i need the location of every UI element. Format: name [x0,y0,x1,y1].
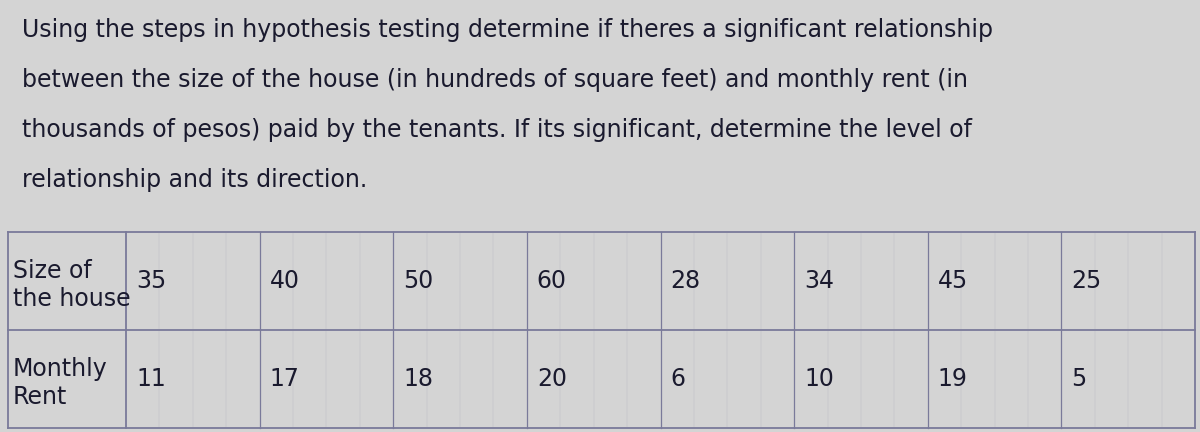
Text: 20: 20 [536,367,566,391]
Text: 17: 17 [270,367,300,391]
Text: between the size of the house (in hundreds of square feet) and monthly rent (in: between the size of the house (in hundre… [22,68,968,92]
Text: 35: 35 [136,269,167,293]
Text: Rent: Rent [13,385,67,409]
Text: thousands of pesos) paid by the tenants. If its significant, determine the level: thousands of pesos) paid by the tenants.… [22,118,972,142]
Text: Using the steps in hypothesis testing determine if theres a significant relation: Using the steps in hypothesis testing de… [22,18,994,42]
Text: 50: 50 [403,269,433,293]
Text: 10: 10 [804,367,834,391]
Text: 34: 34 [804,269,834,293]
Text: 18: 18 [403,367,433,391]
Text: Monthly: Monthly [13,357,108,381]
Text: 25: 25 [1072,269,1102,293]
Text: 6: 6 [671,367,685,391]
Text: 60: 60 [536,269,566,293]
Text: Size of: Size of [13,259,91,283]
Text: 19: 19 [937,367,967,391]
Text: 40: 40 [270,269,300,293]
Text: 45: 45 [937,269,968,293]
Text: 28: 28 [671,269,701,293]
Text: the house: the house [13,287,131,311]
Text: relationship and its direction.: relationship and its direction. [22,168,367,192]
Text: 11: 11 [136,367,166,391]
Bar [8,232,1195,428]
Text: 5: 5 [1072,367,1087,391]
